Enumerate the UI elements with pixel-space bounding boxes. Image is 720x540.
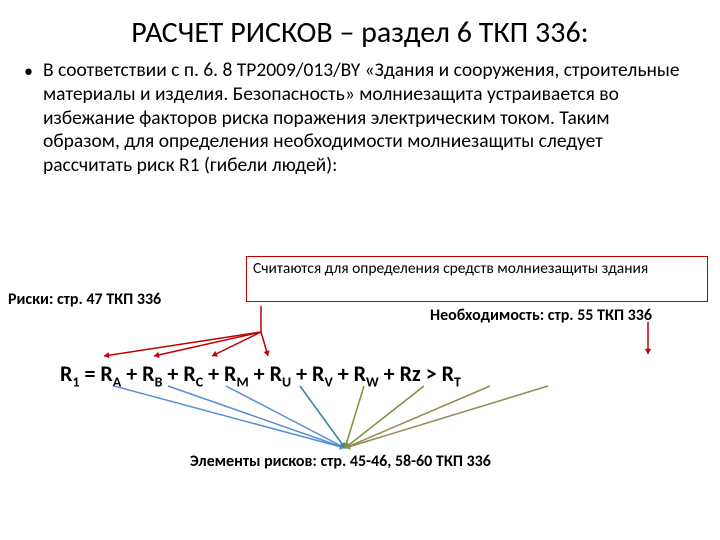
necessity-label: Необходимость: стр. 55 ТКП 336 xyxy=(430,306,652,325)
bullet-mark: • xyxy=(24,59,33,178)
red-callout-box: Считаются для определения средств молние… xyxy=(246,256,708,302)
risk-formula: R1 = RA + RB + RC + RM + RU + RV + RW + … xyxy=(60,360,461,390)
bullet-text: В соответствии с п. 6. 8 ТР2009/013/BY «… xyxy=(43,59,690,178)
risks-source-label: Риски: стр. 47 ТКП 336 xyxy=(8,290,161,309)
elements-source-label: Элементы рисков: стр. 45-46, 58-60 ТКП 3… xyxy=(190,452,491,471)
bullet-paragraph: • В соответствии с п. 6. 8 ТР2009/013/BY… xyxy=(0,59,720,178)
page-title: РАСЧЕТ РИСКОВ – раздел 6 ТКП 336: xyxy=(0,0,720,59)
